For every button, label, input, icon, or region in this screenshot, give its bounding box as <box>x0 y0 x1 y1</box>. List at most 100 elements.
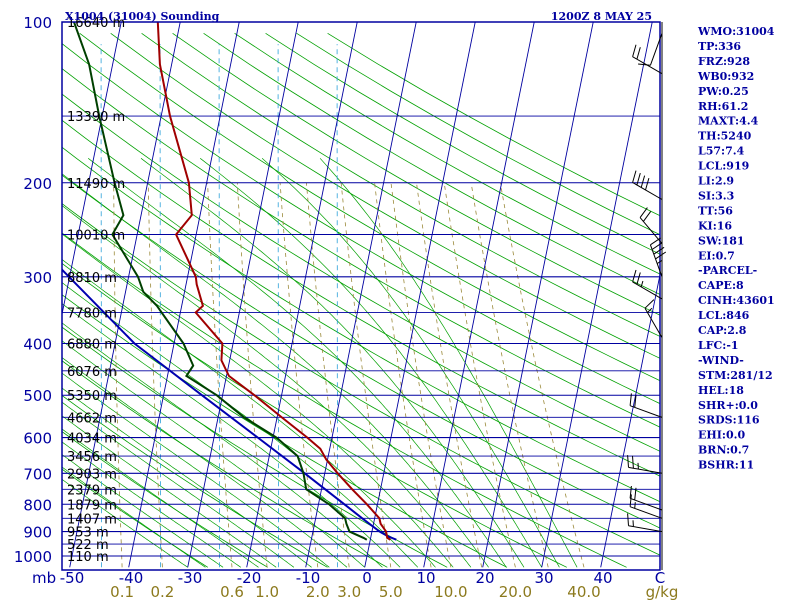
stability-index: BSHR:11 <box>698 459 754 472</box>
stability-index: EHI:0.0 <box>698 429 745 442</box>
wind-barb <box>629 485 663 511</box>
stability-index: CAP:2.8 <box>698 324 747 337</box>
stability-index: KI:16 <box>698 219 732 232</box>
parcel-trace <box>62 268 397 541</box>
temperature-tick-label: -10 <box>296 569 321 587</box>
mixing-ratio-line <box>306 182 350 568</box>
moist-adiabat <box>62 466 206 568</box>
dry-adiabat <box>234 32 660 275</box>
mixing-ratio-unit-label: g/kg <box>646 583 679 600</box>
stability-index: STM:281/12 <box>698 369 773 382</box>
stability-index: LFC:-1 <box>698 339 739 352</box>
moist-adiabat <box>62 205 472 568</box>
isotherm <box>62 22 122 317</box>
height-label: 4662 m <box>67 411 117 426</box>
stability-index: EI:0.7 <box>698 249 735 262</box>
mixing-ratio-tick-label: 0.1 <box>110 583 134 600</box>
moist-adiabat <box>62 387 312 568</box>
stability-index: BRN:0.7 <box>698 444 749 457</box>
stability-index: SI:3.3 <box>698 189 734 202</box>
mixing-ratio-tick-label: 3.0 <box>337 583 361 600</box>
isotherm <box>364 22 476 568</box>
stability-index: LI:2.9 <box>698 175 734 188</box>
height-label: 2903 m <box>67 467 117 482</box>
stability-index: LCL:919 <box>698 160 749 173</box>
height-label: 5350 m <box>67 389 117 404</box>
moist-adiabat <box>62 259 436 568</box>
moist-adiabat <box>62 441 241 568</box>
moist-adiabat <box>62 401 295 568</box>
pressure-tick-label: 100 <box>23 14 52 32</box>
dry-adiabat <box>62 468 209 568</box>
mixing-ratio-line <box>207 182 233 568</box>
height-label: 13390 m <box>67 110 125 125</box>
stability-index: SRDS:116 <box>698 414 760 427</box>
stability-index: LCL:846 <box>698 309 750 322</box>
wind-barb <box>632 170 663 200</box>
dry-adiabat <box>62 294 508 568</box>
moist-adiabat <box>62 372 330 568</box>
temperature-tick-label: 40 <box>593 569 612 587</box>
stability-index: MAXT:4.4 <box>698 115 759 128</box>
dry-adiabat <box>62 262 567 568</box>
dewpoint-trace <box>73 22 368 541</box>
mixing-ratio-tick-label: 0.6 <box>220 583 244 600</box>
temperature-tick-label: 10 <box>416 569 435 587</box>
pressure-tick-label: 800 <box>23 496 52 514</box>
stability-index: -WIND- <box>698 354 744 367</box>
temperature-tick-label: -40 <box>119 569 144 587</box>
moist-adiabat <box>62 233 454 568</box>
isotherm <box>600 272 660 568</box>
pressure-tick-label: 300 <box>23 269 52 287</box>
temperature-tick-label: -50 <box>60 569 85 587</box>
stability-index: SW:181 <box>698 234 745 247</box>
pressure-tick-label: 1000 <box>14 548 52 566</box>
height-label: 522 m <box>67 538 109 553</box>
moist-adiabat <box>62 340 365 568</box>
stability-index: CINH:43601 <box>698 294 775 307</box>
dry-adiabat <box>110 32 660 359</box>
dry-adiabat <box>62 394 328 568</box>
plot-frame <box>61 21 661 571</box>
chart-title-station: X1004 (31004) Sounding <box>65 10 220 23</box>
mixing-ratio-line <box>416 182 483 568</box>
temperature-tick-label: 30 <box>534 569 553 587</box>
moist-adiabat <box>199 158 543 568</box>
mixing-ratio-tick-label: 2.0 <box>306 583 330 600</box>
temperature-tick-label: 0 <box>362 569 372 587</box>
height-label: 11490 m <box>67 177 125 192</box>
height-label: 7780 m <box>67 307 117 322</box>
dry-adiabat <box>203 32 660 295</box>
mixing-ratio-tick-label: 0.2 <box>150 583 174 600</box>
temperature-tick-label: 20 <box>475 569 494 587</box>
wind-barb <box>627 455 663 474</box>
plot-border <box>61 21 661 571</box>
mixing-ratio-line <box>443 182 516 568</box>
isotherm <box>305 22 417 568</box>
stability-index: L57:7.4 <box>698 145 745 158</box>
mixing-ratio-line <box>340 182 392 568</box>
height-label: 16640 m <box>67 16 125 31</box>
stability-index: TT:56 <box>698 204 733 217</box>
mixing-ratio-tick-label: 20.0 <box>499 583 532 600</box>
wind-barb <box>629 393 663 418</box>
stability-index: RH:61.2 <box>698 100 748 113</box>
mixing-ratio-tick-label: 1.0 <box>255 583 279 600</box>
mixing-ratio-line <box>470 182 549 568</box>
height-label: 110 m <box>67 550 109 565</box>
wind-barb <box>644 299 663 338</box>
mixing-ratio-tick-label: 5.0 <box>379 583 403 600</box>
stability-index: PW:0.25 <box>698 85 749 98</box>
stability-index: WB0:932 <box>697 70 754 83</box>
stability-index: WMO:31004 <box>697 25 775 38</box>
height-label: 953 m <box>67 526 109 541</box>
moist-adiabat <box>62 303 401 568</box>
dry-adiabat <box>62 431 268 568</box>
wind-barb <box>638 33 663 66</box>
dry-adiabat <box>62 174 660 529</box>
mixing-ratio-line <box>390 182 452 568</box>
stability-index: -PARCEL- <box>698 264 757 277</box>
mixing-ratio-line <box>499 182 585 568</box>
moist-adiabat <box>62 428 259 568</box>
